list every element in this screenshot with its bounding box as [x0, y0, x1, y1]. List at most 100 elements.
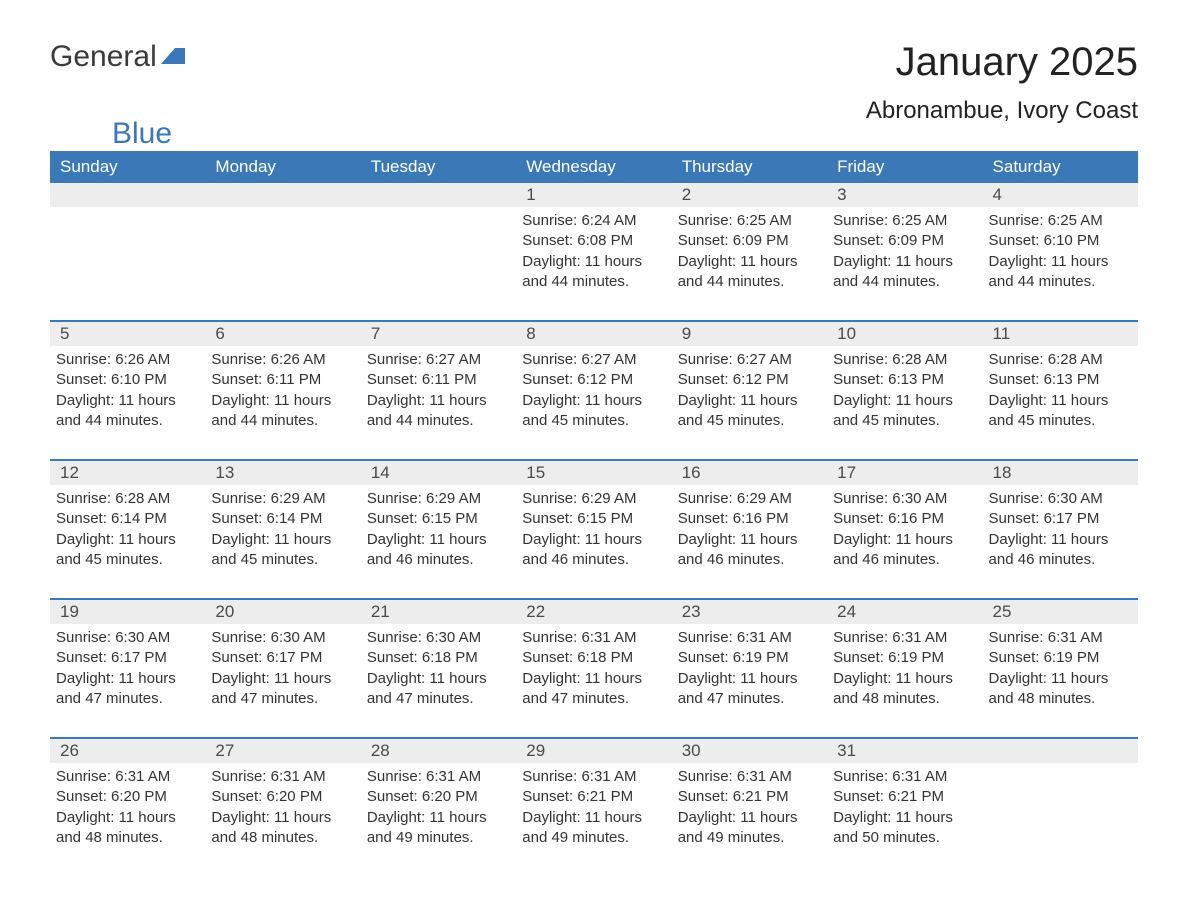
- day-header: Friday: [827, 151, 982, 183]
- day-header: Saturday: [983, 151, 1138, 183]
- sunset-text: Sunset: 6:09 PM: [678, 231, 821, 251]
- day-number: 19: [50, 600, 205, 624]
- sunset-text: Sunset: 6:17 PM: [56, 648, 199, 668]
- calendar-cell: 10 Sunrise: 6:28 AMSunset: 6:13 PMDayligh…: [827, 321, 982, 460]
- calendar-cell: [361, 183, 516, 321]
- day-number: 22: [516, 600, 671, 624]
- calendar-cell: 26Sunrise: 6:31 AMSunset: 6:20 PMDayligh…: [50, 738, 205, 876]
- day-body: Sunrise: 6:30 AMSunset: 6:18 PMDaylight:…: [367, 628, 510, 709]
- calendar-cell: 12Sunrise: 6:28 AMSunset: 6:14 PMDayligh…: [50, 460, 205, 599]
- day-number: 25: [983, 600, 1138, 624]
- calendar-cell: 11 Sunrise: 6:28 AMSunset: 6:13 PMDayligh…: [983, 321, 1138, 460]
- sunset-text: Sunset: 6:16 PM: [678, 509, 821, 529]
- daylight-text: Daylight: 11 hours and 44 minutes.: [989, 252, 1132, 293]
- daylight-text: Daylight: 11 hours and 44 minutes.: [522, 252, 665, 293]
- calendar-cell: 13 Sunrise: 6:29 AMSunset: 6:14 PMDayligh…: [205, 460, 360, 599]
- day-body: Sunrise: 6:31 AMSunset: 6:21 PMDaylight:…: [522, 767, 665, 848]
- sunset-text: Sunset: 6:18 PM: [522, 648, 665, 668]
- sunset-text: Sunset: 6:17 PM: [211, 648, 354, 668]
- daylight-text: Daylight: 11 hours and 45 minutes.: [522, 391, 665, 432]
- sunset-text: Sunset: 6:17 PM: [989, 509, 1132, 529]
- day-body: Sunrise: 6:31 AMSunset: 6:18 PMDaylight:…: [522, 628, 665, 709]
- daylight-text: Daylight: 11 hours and 44 minutes.: [211, 391, 354, 432]
- day-number: 17: [827, 461, 982, 485]
- calendar-cell: 20Sunrise: 6:30 AMSunset: 6:17 PMDayligh…: [205, 599, 360, 738]
- day-body: Sunrise: 6:30 AMSunset: 6:16 PMDaylight:…: [833, 489, 976, 570]
- calendar-cell: 3Sunrise: 6:25 AMSunset: 6:09 PMDaylight…: [827, 183, 982, 321]
- daylight-text: Daylight: 11 hours and 50 minutes.: [833, 808, 976, 849]
- day-body: Sunrise: 6:31 AMSunset: 6:20 PMDaylight:…: [56, 767, 199, 848]
- sunset-text: Sunset: 6:11 PM: [211, 370, 354, 390]
- day-number: 4: [983, 183, 1138, 207]
- sunset-text: Sunset: 6:10 PM: [56, 370, 199, 390]
- calendar-cell: 5Sunrise: 6:26 AMSunset: 6:10 PMDaylight…: [50, 321, 205, 460]
- day-number: 8: [516, 322, 671, 346]
- calendar-cell: 22 Sunrise: 6:31 AMSunset: 6:18 PMDayligh…: [516, 599, 671, 738]
- sunset-text: Sunset: 6:14 PM: [211, 509, 354, 529]
- daylight-text: Daylight: 11 hours and 45 minutes.: [989, 391, 1132, 432]
- day-body: Sunrise: 6:30 AMSunset: 6:17 PMDaylight:…: [211, 628, 354, 709]
- sunset-text: Sunset: 6:13 PM: [989, 370, 1132, 390]
- day-number: 16: [672, 461, 827, 485]
- calendar-cell: [50, 183, 205, 321]
- sunrise-text: Sunrise: 6:26 AM: [56, 350, 199, 370]
- sunset-text: Sunset: 6:16 PM: [833, 509, 976, 529]
- calendar-week: 19Sunrise: 6:30 AMSunset: 6:17 PMDayligh…: [50, 599, 1138, 738]
- day-body: Sunrise: 6:31 AMSunset: 6:20 PMDaylight:…: [367, 767, 510, 848]
- sunrise-text: Sunrise: 6:28 AM: [989, 350, 1132, 370]
- day-number: 30: [672, 739, 827, 763]
- sunset-text: Sunset: 6:15 PM: [522, 509, 665, 529]
- day-number: 11: [983, 322, 1138, 346]
- calendar-cell: 31 Sunrise: 6:31 AMSunset: 6:21 PMDayligh…: [827, 738, 982, 876]
- sunset-text: Sunset: 6:14 PM: [56, 509, 199, 529]
- sunset-text: Sunset: 6:20 PM: [211, 787, 354, 807]
- logo: General: [50, 40, 189, 74]
- day-number: 10: [827, 322, 982, 346]
- logo-text-2: Blue: [112, 117, 172, 151]
- day-header: Monday: [205, 151, 360, 183]
- daylight-text: Daylight: 11 hours and 45 minutes.: [56, 530, 199, 571]
- daylight-text: Daylight: 11 hours and 47 minutes.: [56, 669, 199, 710]
- sunrise-text: Sunrise: 6:27 AM: [678, 350, 821, 370]
- day-number: 31: [827, 739, 982, 763]
- daylight-text: Daylight: 11 hours and 47 minutes.: [211, 669, 354, 710]
- sunset-text: Sunset: 6:20 PM: [56, 787, 199, 807]
- day-body: Sunrise: 6:27 AMSunset: 6:11 PMDaylight:…: [367, 350, 510, 431]
- sunset-text: Sunset: 6:20 PM: [367, 787, 510, 807]
- sunrise-text: Sunrise: 6:31 AM: [367, 767, 510, 787]
- day-body: Sunrise: 6:25 AMSunset: 6:09 PMDaylight:…: [678, 211, 821, 292]
- sunset-text: Sunset: 6:19 PM: [678, 648, 821, 668]
- daylight-text: Daylight: 11 hours and 47 minutes.: [678, 669, 821, 710]
- calendar-cell: 23 Sunrise: 6:31 AMSunset: 6:19 PMDayligh…: [672, 599, 827, 738]
- day-number: 23: [672, 600, 827, 624]
- logo-flag-icon: [157, 40, 189, 74]
- day-body: Sunrise: 6:28 AMSunset: 6:13 PMDaylight:…: [833, 350, 976, 431]
- day-body: Sunrise: 6:31 AMSunset: 6:21 PMDaylight:…: [833, 767, 976, 848]
- sunrise-text: Sunrise: 6:30 AM: [989, 489, 1132, 509]
- calendar-cell: 29 Sunrise: 6:31 AMSunset: 6:21 PMDayligh…: [516, 738, 671, 876]
- day-header-row: Sunday Monday Tuesday Wednesday Thursday…: [50, 151, 1138, 183]
- day-number: [983, 739, 1138, 763]
- calendar-cell: 2Sunrise: 6:25 AMSunset: 6:09 PMDaylight…: [672, 183, 827, 321]
- day-body: Sunrise: 6:31 AMSunset: 6:19 PMDaylight:…: [833, 628, 976, 709]
- day-body: Sunrise: 6:31 AMSunset: 6:19 PMDaylight:…: [989, 628, 1132, 709]
- day-body: Sunrise: 6:24 AMSunset: 6:08 PMDaylight:…: [522, 211, 665, 292]
- day-number: 21: [361, 600, 516, 624]
- sunset-text: Sunset: 6:19 PM: [833, 648, 976, 668]
- logo-text-1: General: [50, 40, 157, 74]
- sunrise-text: Sunrise: 6:29 AM: [367, 489, 510, 509]
- day-number: 13: [205, 461, 360, 485]
- sunrise-text: Sunrise: 6:29 AM: [211, 489, 354, 509]
- day-body: Sunrise: 6:29 AMSunset: 6:16 PMDaylight:…: [678, 489, 821, 570]
- calendar-cell: 24Sunrise: 6:31 AMSunset: 6:19 PMDayligh…: [827, 599, 982, 738]
- sunset-text: Sunset: 6:08 PM: [522, 231, 665, 251]
- day-number: 29: [516, 739, 671, 763]
- sunrise-text: Sunrise: 6:31 AM: [678, 628, 821, 648]
- daylight-text: Daylight: 11 hours and 45 minutes.: [211, 530, 354, 571]
- calendar-table: Sunday Monday Tuesday Wednesday Thursday…: [50, 151, 1138, 876]
- day-header: Sunday: [50, 151, 205, 183]
- sunset-text: Sunset: 6:21 PM: [678, 787, 821, 807]
- calendar-cell: 1Sunrise: 6:24 AMSunset: 6:08 PMDaylight…: [516, 183, 671, 321]
- calendar-cell: 8Sunrise: 6:27 AMSunset: 6:12 PMDaylight…: [516, 321, 671, 460]
- day-body: Sunrise: 6:26 AMSunset: 6:11 PMDaylight:…: [211, 350, 354, 431]
